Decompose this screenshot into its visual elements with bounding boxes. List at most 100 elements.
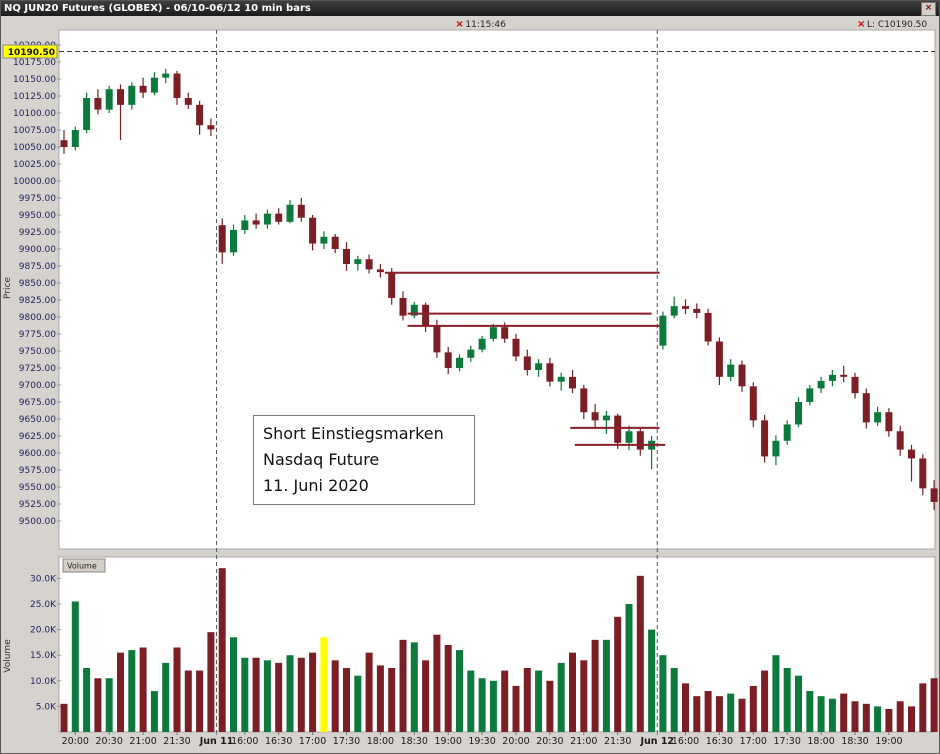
- candle: [535, 363, 543, 371]
- volume-bar: [874, 706, 882, 732]
- volume-bar: [399, 639, 407, 732]
- candle: [806, 388, 814, 402]
- svg-text:20:00: 20:00: [62, 736, 89, 747]
- svg-text:10175.00: 10175.00: [13, 58, 56, 68]
- volume-bar: [546, 680, 554, 732]
- svg-text:17:00: 17:00: [740, 736, 767, 747]
- candle: [467, 349, 475, 358]
- volume-bar: [580, 660, 588, 732]
- svg-text:9600.00: 9600.00: [19, 449, 56, 459]
- volume-bar: [908, 706, 915, 732]
- volume-bar: [105, 678, 113, 732]
- volume-bar: [241, 657, 249, 732]
- candle: [331, 236, 339, 249]
- svg-text:9500.00: 9500.00: [19, 517, 56, 527]
- volume-bar: [71, 601, 79, 732]
- volume-bar: [602, 639, 610, 732]
- volume-series: [60, 568, 938, 732]
- volume-bar: [422, 660, 430, 732]
- svg-text:Jun 12: Jun 12: [639, 736, 674, 747]
- svg-text:10100.00: 10100.00: [13, 109, 56, 119]
- candle: [286, 204, 294, 222]
- volume-bar: [806, 691, 814, 732]
- svg-text:20:30: 20:30: [536, 736, 563, 747]
- svg-text:20:00: 20:00: [502, 736, 529, 747]
- candle: [738, 364, 746, 387]
- candle: [896, 431, 904, 450]
- svg-text:9975.00: 9975.00: [19, 194, 56, 204]
- candle: [117, 89, 124, 105]
- chart-canvas[interactable]: 10200.0010175.0010150.0010125.0010100.00…: [1, 16, 940, 754]
- volume-bar: [535, 670, 543, 732]
- candle: [139, 85, 147, 93]
- candlestick-series: [60, 68, 938, 511]
- volume-bar: [309, 652, 317, 732]
- short-entry-annotation-box[interactable]: Short Einstiegsmarken Nasdaq Future 11. …: [253, 415, 475, 505]
- candle: [230, 229, 237, 253]
- candle: [297, 204, 305, 218]
- volume-bar: [444, 644, 452, 732]
- volume-bar: [230, 637, 237, 732]
- svg-text:Jun 11: Jun 11: [199, 736, 234, 747]
- plot-panes: [58, 29, 936, 733]
- svg-text:19:00: 19:00: [435, 736, 462, 747]
- volume-bar: [919, 683, 927, 732]
- candle: [354, 259, 362, 264]
- entry-lines: [384, 271, 666, 446]
- volume-bar: [851, 701, 859, 732]
- svg-text:19:00: 19:00: [875, 736, 902, 747]
- session-divider-lines: [216, 30, 658, 732]
- candle: [128, 85, 136, 105]
- candle: [252, 220, 260, 225]
- svg-text:Volume: Volume: [67, 562, 97, 571]
- candle: [783, 424, 791, 441]
- volume-pane-chip[interactable]: Volume: [62, 558, 106, 573]
- volume-bar: [614, 616, 622, 732]
- candle: [83, 98, 91, 130]
- candle: [614, 415, 622, 443]
- volume-bar: [478, 678, 486, 732]
- svg-text:17:00: 17:00: [299, 736, 326, 747]
- svg-text:18:00: 18:00: [367, 736, 394, 747]
- candle: [840, 374, 848, 377]
- volume-bar: [286, 655, 294, 732]
- candle: [422, 304, 430, 326]
- svg-text:16:00: 16:00: [672, 736, 699, 747]
- volume-bar: [591, 639, 599, 732]
- svg-text:20:30: 20:30: [96, 736, 123, 747]
- volume-bar: [648, 629, 656, 732]
- candle: [885, 412, 893, 432]
- volume-axis-title: Volume: [3, 639, 13, 673]
- svg-text:16:30: 16:30: [706, 736, 733, 747]
- candle: [930, 488, 938, 502]
- svg-text:21:30: 21:30: [163, 736, 190, 747]
- volume-bar: [840, 693, 848, 732]
- volume-bar: [795, 675, 802, 732]
- candle: [569, 376, 576, 389]
- candle: [727, 364, 735, 377]
- svg-text:16:00: 16:00: [231, 736, 258, 747]
- volume-bar: [139, 647, 147, 732]
- volume-bar: [693, 696, 701, 732]
- volume-bar: [828, 698, 836, 732]
- close-icon[interactable]: ×: [921, 1, 936, 16]
- candle: [625, 431, 633, 443]
- volume-bar: [83, 668, 91, 732]
- svg-text:18:30: 18:30: [841, 736, 868, 747]
- window-titlebar[interactable]: NQ JUN20 Futures (GLOBEX) - 06/10-06/12 …: [1, 1, 939, 16]
- svg-text:9950.00: 9950.00: [19, 211, 56, 221]
- top-annotations: × 11:15:46 × L: C10190.50: [455, 19, 927, 30]
- volume-bar: [557, 662, 565, 732]
- svg-text:10150.00: 10150.00: [13, 75, 56, 85]
- volume-bar: [625, 604, 633, 732]
- svg-text:18:30: 18:30: [401, 736, 428, 747]
- candle: [320, 236, 328, 244]
- svg-text:10075.00: 10075.00: [13, 126, 56, 136]
- candle: [659, 315, 667, 346]
- candle: [501, 327, 509, 339]
- svg-text:5.0K: 5.0K: [36, 702, 57, 712]
- volume-bar: [761, 670, 769, 732]
- time-marker-x-icon: ×: [455, 19, 463, 30]
- svg-text:25.0K: 25.0K: [30, 600, 57, 610]
